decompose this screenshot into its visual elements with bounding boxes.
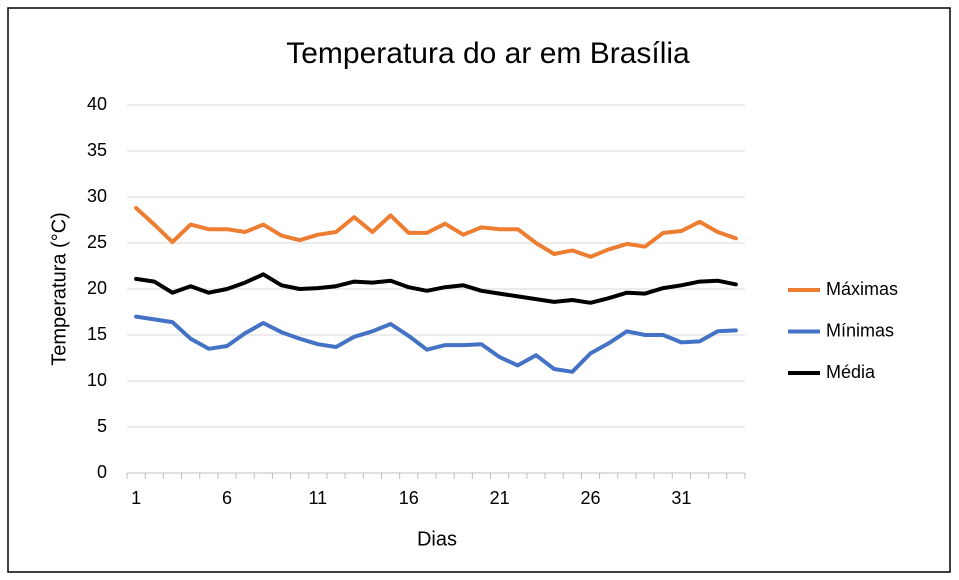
series-line	[134, 314, 738, 374]
legend-label: Mínimas	[826, 320, 894, 340]
y-axis-label: Temperatura (°C)	[48, 212, 70, 366]
x-tick-label: 31	[671, 488, 691, 508]
x-tick-label: 6	[222, 488, 232, 508]
y-tick-label: 0	[97, 462, 107, 482]
y-tick-label: 20	[87, 278, 107, 298]
legend-label: Máximas	[826, 279, 898, 299]
x-axis-label: Dias	[417, 528, 457, 550]
legend-label: Média	[826, 362, 876, 382]
y-tick-label: 40	[87, 94, 107, 114]
x-tick-label: 16	[399, 488, 419, 508]
y-tick-label: 15	[87, 324, 107, 344]
chart-title: Temperatura do ar em Brasília	[286, 37, 690, 70]
y-tick-label: 10	[87, 370, 107, 390]
x-tick-label: 26	[580, 488, 600, 508]
y-tick-label: 5	[97, 416, 107, 436]
x-tick-label: 21	[490, 488, 510, 508]
series-line	[134, 206, 738, 259]
x-tick-label: 1	[131, 488, 141, 508]
y-tick-label: 35	[87, 140, 107, 160]
y-tick-label: 25	[87, 232, 107, 252]
y-tick-label: 30	[87, 186, 107, 206]
series-line	[134, 272, 738, 305]
x-tick-label: 11	[309, 488, 328, 508]
